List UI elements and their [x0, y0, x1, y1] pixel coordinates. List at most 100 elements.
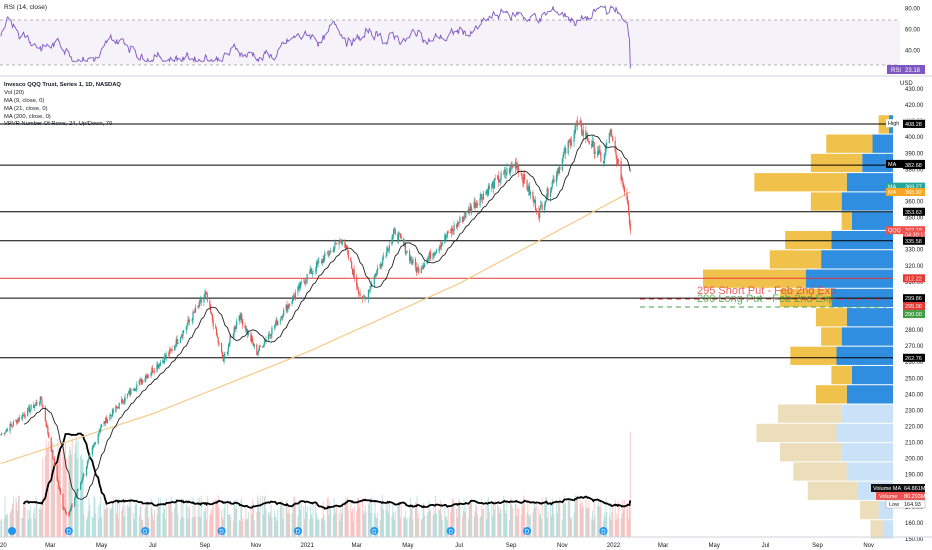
volume-bar	[432, 515, 434, 537]
volume-bar	[306, 506, 308, 537]
dividend-marker[interactable]	[370, 527, 379, 535]
dividend-marker[interactable]	[599, 527, 608, 535]
candle-body	[145, 375, 147, 379]
volume-profile-up	[841, 443, 893, 462]
candle-body	[168, 354, 170, 356]
volume-bar	[97, 505, 99, 537]
volume-bar	[499, 507, 501, 537]
volume-bar	[216, 499, 218, 537]
volume-bar	[70, 449, 71, 537]
volume-bar	[514, 503, 516, 537]
candle-body	[22, 414, 24, 419]
candle-body	[271, 327, 273, 335]
candle-body	[58, 481, 60, 487]
volume-bar	[148, 517, 150, 537]
volume-bar	[269, 511, 271, 537]
volume-bar	[417, 518, 419, 537]
volume-bar	[628, 500, 630, 537]
ma200-line	[0, 191, 631, 465]
candle-body	[298, 284, 300, 287]
volume-bar	[217, 495, 219, 537]
candle-body	[570, 139, 572, 146]
volume-bar	[446, 516, 447, 537]
candle-body	[29, 409, 31, 413]
candle-body	[262, 346, 264, 348]
candle-body	[3, 433, 5, 435]
volume-bar	[336, 504, 338, 537]
candle-body	[69, 511, 71, 516]
candle-body	[17, 419, 19, 424]
price-tag-bg	[903, 310, 925, 319]
dividend-marker[interactable]	[446, 527, 455, 535]
volume-bar	[462, 510, 464, 537]
legend-ma9: MA (9, close, 0)	[4, 98, 44, 104]
candle-body	[330, 250, 332, 252]
price-tag-bg	[903, 226, 925, 235]
volume-profile-up	[821, 250, 893, 269]
rsi-panel[interactable]: RSI (14, close) 80.00 60.00 40.00 RSI 23.1…	[0, 4, 925, 74]
volume-bar	[409, 516, 411, 537]
volume-bar	[508, 520, 510, 537]
candle-body	[499, 179, 501, 181]
volume-bar	[487, 499, 489, 537]
dividend-marker[interactable]	[64, 527, 73, 535]
volume-bar	[487, 497, 489, 537]
volume-bar	[534, 502, 536, 537]
candle-body	[539, 208, 541, 218]
main-panel[interactable]: 295 Short Put - Feb 2nd Exp 290 Long Put…	[0, 81, 926, 543]
volume-ma-tag-value: 64.861M	[904, 486, 926, 492]
candle-body	[356, 277, 358, 287]
price-tag-value: 262.76	[905, 356, 922, 362]
volume-bar	[64, 459, 66, 537]
volume-bar	[470, 500, 472, 537]
candle-body	[529, 191, 532, 196]
candle-body	[115, 406, 117, 413]
candle-body	[586, 134, 589, 141]
price-tick-label: 350.00	[905, 216, 924, 222]
candle-body	[509, 165, 511, 173]
volume-bar	[282, 519, 284, 537]
candle-body	[274, 323, 276, 327]
volume-bar	[485, 505, 487, 537]
candle-body	[294, 292, 297, 298]
volume-bar	[371, 497, 373, 537]
price-tag-label: MA	[888, 162, 897, 168]
candle-body	[492, 182, 494, 184]
dividend-marker[interactable]	[141, 527, 150, 535]
volume-profile-up	[851, 365, 893, 385]
candle-body	[48, 433, 50, 438]
x-tick-label: Mar	[45, 543, 55, 549]
candle-body	[194, 307, 197, 313]
dividend-marker[interactable]	[293, 527, 302, 535]
dividend-marker[interactable]	[523, 527, 532, 535]
volume-bar	[135, 500, 137, 537]
price-tick-label: 270.00	[905, 344, 924, 350]
candle-body	[353, 269, 355, 278]
dividend-marker[interactable]	[217, 527, 226, 535]
candle-body	[163, 356, 166, 363]
candle-body	[476, 203, 478, 204]
volume-bar	[244, 519, 246, 537]
candle-body	[356, 286, 359, 289]
volume-bar	[538, 508, 540, 537]
candle-body	[264, 341, 266, 342]
volume-bar	[281, 500, 283, 537]
volume-profile-up	[872, 134, 893, 153]
candle-body	[180, 335, 182, 338]
volume-profile-up	[851, 211, 893, 230]
volume-profile-down	[754, 173, 847, 192]
candle-body	[42, 405, 44, 408]
candle-body	[81, 479, 83, 482]
earnings-marker[interactable]	[8, 527, 16, 535]
dividend-marker-label: D	[372, 530, 377, 536]
volume-bar	[197, 497, 199, 537]
low-tag-bg	[885, 499, 926, 509]
volume-profile-down	[807, 481, 858, 500]
long-put-label: 290 Long Put - Feb 2nd Exp	[697, 293, 835, 305]
volume-bar	[226, 499, 228, 537]
volume-bar	[551, 498, 553, 537]
candle-body	[433, 253, 435, 256]
volume-bar	[136, 504, 138, 537]
